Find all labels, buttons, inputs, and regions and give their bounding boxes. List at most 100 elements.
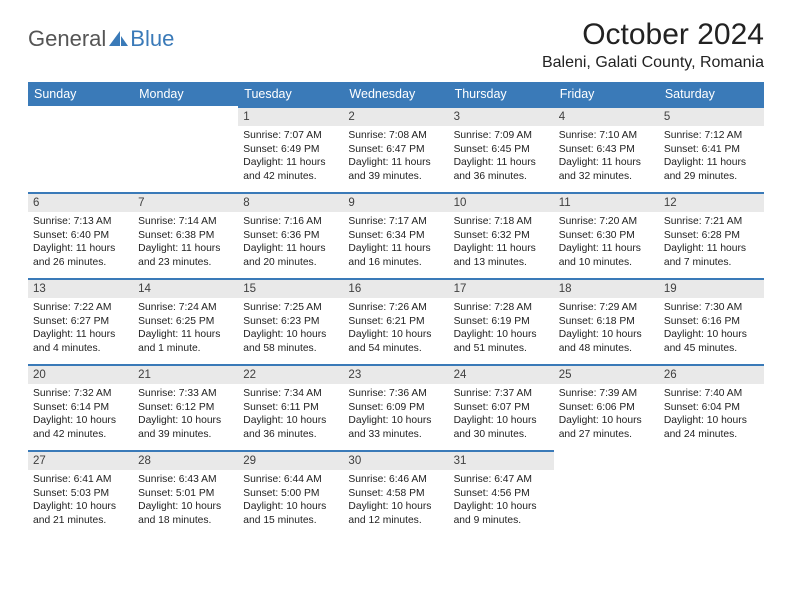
brand-part1: General [28, 26, 106, 52]
day-number: 5 [659, 106, 764, 126]
day-wrap: 20Sunrise: 7:32 AMSunset: 6:14 PMDayligh… [28, 364, 133, 446]
daylight-text: Daylight: 11 hours and 29 minutes. [664, 156, 759, 184]
calendar-cell: 28Sunrise: 6:43 AMSunset: 5:01 PMDayligh… [133, 450, 238, 536]
day-wrap: 14Sunrise: 7:24 AMSunset: 6:25 PMDayligh… [133, 278, 238, 360]
day-wrap [133, 106, 238, 120]
sunrise-text: Sunrise: 7:24 AM [138, 301, 233, 315]
title-block: October 2024 Baleni, Galati County, Roma… [542, 18, 764, 72]
day-wrap: 2Sunrise: 7:08 AMSunset: 6:47 PMDaylight… [343, 106, 448, 188]
calendar-week-row: 6Sunrise: 7:13 AMSunset: 6:40 PMDaylight… [28, 192, 764, 278]
day-wrap: 18Sunrise: 7:29 AMSunset: 6:18 PMDayligh… [554, 278, 659, 360]
day-number: 2 [343, 106, 448, 126]
calendar-cell: 8Sunrise: 7:16 AMSunset: 6:36 PMDaylight… [238, 192, 343, 278]
day-number: 28 [133, 450, 238, 470]
calendar-table: Sunday Monday Tuesday Wednesday Thursday… [28, 82, 764, 536]
day-wrap: 7Sunrise: 7:14 AMSunset: 6:38 PMDaylight… [133, 192, 238, 274]
sunset-text: Sunset: 6:19 PM [454, 315, 549, 329]
calendar-cell: 26Sunrise: 7:40 AMSunset: 6:04 PMDayligh… [659, 364, 764, 450]
weekday-header: Thursday [449, 82, 554, 106]
day-wrap: 31Sunrise: 6:47 AMSunset: 4:56 PMDayligh… [449, 450, 554, 532]
sunset-text: Sunset: 5:01 PM [138, 487, 233, 501]
day-details: Sunrise: 7:34 AMSunset: 6:11 PMDaylight:… [238, 384, 343, 447]
day-number: 9 [343, 192, 448, 212]
day-wrap: 15Sunrise: 7:25 AMSunset: 6:23 PMDayligh… [238, 278, 343, 360]
day-wrap: 10Sunrise: 7:18 AMSunset: 6:32 PMDayligh… [449, 192, 554, 274]
sunset-text: Sunset: 6:47 PM [348, 143, 443, 157]
weekday-header: Saturday [659, 82, 764, 106]
calendar-cell: 9Sunrise: 7:17 AMSunset: 6:34 PMDaylight… [343, 192, 448, 278]
calendar-week-row: 13Sunrise: 7:22 AMSunset: 6:27 PMDayligh… [28, 278, 764, 364]
daylight-text: Daylight: 11 hours and 1 minute. [138, 328, 233, 356]
sunrise-text: Sunrise: 7:28 AM [454, 301, 549, 315]
day-wrap: 5Sunrise: 7:12 AMSunset: 6:41 PMDaylight… [659, 106, 764, 188]
sunrise-text: Sunrise: 7:36 AM [348, 387, 443, 401]
day-details: Sunrise: 7:10 AMSunset: 6:43 PMDaylight:… [554, 126, 659, 189]
day-number: 19 [659, 278, 764, 298]
calendar-cell: 20Sunrise: 7:32 AMSunset: 6:14 PMDayligh… [28, 364, 133, 450]
day-number: 22 [238, 364, 343, 384]
weekday-header: Friday [554, 82, 659, 106]
calendar-cell: 4Sunrise: 7:10 AMSunset: 6:43 PMDaylight… [554, 106, 659, 192]
calendar-cell: 15Sunrise: 7:25 AMSunset: 6:23 PMDayligh… [238, 278, 343, 364]
calendar-cell: 14Sunrise: 7:24 AMSunset: 6:25 PMDayligh… [133, 278, 238, 364]
calendar-cell: 13Sunrise: 7:22 AMSunset: 6:27 PMDayligh… [28, 278, 133, 364]
day-details: Sunrise: 7:29 AMSunset: 6:18 PMDaylight:… [554, 298, 659, 361]
sunrise-text: Sunrise: 7:26 AM [348, 301, 443, 315]
day-wrap: 22Sunrise: 7:34 AMSunset: 6:11 PMDayligh… [238, 364, 343, 446]
day-number: 7 [133, 192, 238, 212]
day-number: 14 [133, 278, 238, 298]
day-details: Sunrise: 7:40 AMSunset: 6:04 PMDaylight:… [659, 384, 764, 447]
sunrise-text: Sunrise: 6:43 AM [138, 473, 233, 487]
sunset-text: Sunset: 6:45 PM [454, 143, 549, 157]
calendar-cell: 16Sunrise: 7:26 AMSunset: 6:21 PMDayligh… [343, 278, 448, 364]
day-details: Sunrise: 7:30 AMSunset: 6:16 PMDaylight:… [659, 298, 764, 361]
day-details: Sunrise: 7:12 AMSunset: 6:41 PMDaylight:… [659, 126, 764, 189]
calendar-cell: 6Sunrise: 7:13 AMSunset: 6:40 PMDaylight… [28, 192, 133, 278]
sunrise-text: Sunrise: 7:13 AM [33, 215, 128, 229]
day-details: Sunrise: 6:46 AMSunset: 4:58 PMDaylight:… [343, 470, 448, 533]
day-number: 27 [28, 450, 133, 470]
calendar-cell [554, 450, 659, 536]
calendar-cell [659, 450, 764, 536]
day-details: Sunrise: 7:13 AMSunset: 6:40 PMDaylight:… [28, 212, 133, 275]
sunrise-text: Sunrise: 7:29 AM [559, 301, 654, 315]
daylight-text: Daylight: 11 hours and 26 minutes. [33, 242, 128, 270]
day-details: Sunrise: 7:24 AMSunset: 6:25 PMDaylight:… [133, 298, 238, 361]
day-details: Sunrise: 7:18 AMSunset: 6:32 PMDaylight:… [449, 212, 554, 275]
sunrise-text: Sunrise: 7:37 AM [454, 387, 549, 401]
daylight-text: Daylight: 10 hours and 15 minutes. [243, 500, 338, 528]
day-wrap: 11Sunrise: 7:20 AMSunset: 6:30 PMDayligh… [554, 192, 659, 274]
daylight-text: Daylight: 10 hours and 48 minutes. [559, 328, 654, 356]
sunset-text: Sunset: 6:43 PM [559, 143, 654, 157]
calendar-cell: 17Sunrise: 7:28 AMSunset: 6:19 PMDayligh… [449, 278, 554, 364]
day-details: Sunrise: 6:43 AMSunset: 5:01 PMDaylight:… [133, 470, 238, 533]
day-details: Sunrise: 7:33 AMSunset: 6:12 PMDaylight:… [133, 384, 238, 447]
day-details: Sunrise: 7:08 AMSunset: 6:47 PMDaylight:… [343, 126, 448, 189]
daylight-text: Daylight: 10 hours and 45 minutes. [664, 328, 759, 356]
day-details: Sunrise: 6:44 AMSunset: 5:00 PMDaylight:… [238, 470, 343, 533]
sunset-text: Sunset: 6:07 PM [454, 401, 549, 415]
day-details: Sunrise: 7:25 AMSunset: 6:23 PMDaylight:… [238, 298, 343, 361]
day-details: Sunrise: 7:09 AMSunset: 6:45 PMDaylight:… [449, 126, 554, 189]
day-wrap: 27Sunrise: 6:41 AMSunset: 5:03 PMDayligh… [28, 450, 133, 532]
calendar-cell: 10Sunrise: 7:18 AMSunset: 6:32 PMDayligh… [449, 192, 554, 278]
calendar-week-row: 1Sunrise: 7:07 AMSunset: 6:49 PMDaylight… [28, 106, 764, 192]
daylight-text: Daylight: 11 hours and 20 minutes. [243, 242, 338, 270]
sunset-text: Sunset: 4:56 PM [454, 487, 549, 501]
sunset-text: Sunset: 6:40 PM [33, 229, 128, 243]
sunrise-text: Sunrise: 7:39 AM [559, 387, 654, 401]
day-wrap: 3Sunrise: 7:09 AMSunset: 6:45 PMDaylight… [449, 106, 554, 188]
sunrise-text: Sunrise: 6:47 AM [454, 473, 549, 487]
day-number: 26 [659, 364, 764, 384]
sunrise-text: Sunrise: 7:16 AM [243, 215, 338, 229]
day-number: 11 [554, 192, 659, 212]
sunset-text: Sunset: 6:41 PM [664, 143, 759, 157]
day-wrap: 16Sunrise: 7:26 AMSunset: 6:21 PMDayligh… [343, 278, 448, 360]
daylight-text: Daylight: 10 hours and 12 minutes. [348, 500, 443, 528]
sunset-text: Sunset: 6:18 PM [559, 315, 654, 329]
daylight-text: Daylight: 11 hours and 10 minutes. [559, 242, 654, 270]
calendar-cell: 25Sunrise: 7:39 AMSunset: 6:06 PMDayligh… [554, 364, 659, 450]
sunset-text: Sunset: 6:12 PM [138, 401, 233, 415]
day-wrap: 21Sunrise: 7:33 AMSunset: 6:12 PMDayligh… [133, 364, 238, 446]
sunset-text: Sunset: 6:30 PM [559, 229, 654, 243]
